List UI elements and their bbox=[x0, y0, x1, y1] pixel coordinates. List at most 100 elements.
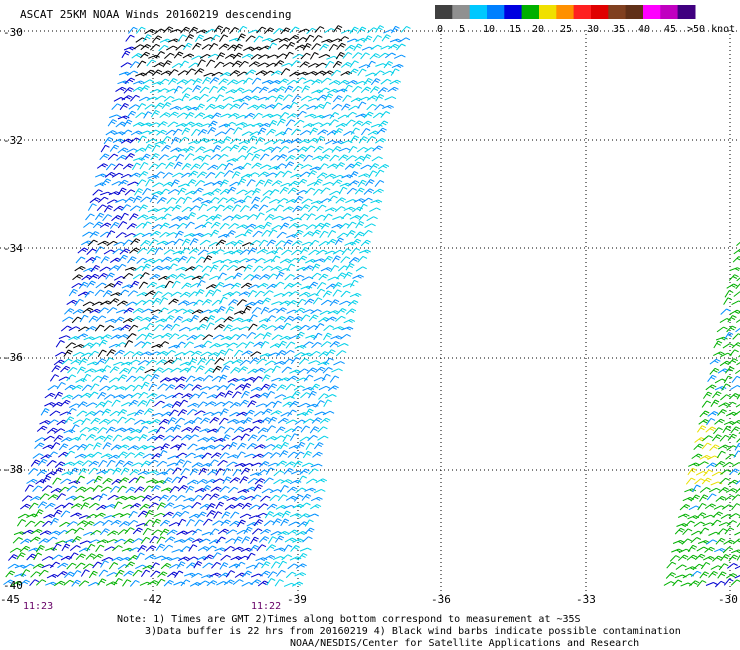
wind-barb bbox=[34, 442, 45, 449]
wind-barb bbox=[332, 326, 345, 331]
wind-barb bbox=[238, 291, 251, 297]
wind-barb bbox=[263, 520, 275, 527]
wind-barb bbox=[70, 359, 82, 365]
wind-barb bbox=[324, 173, 336, 179]
wind-barb bbox=[185, 111, 195, 120]
wind-barb bbox=[124, 266, 137, 271]
wind-barb bbox=[8, 554, 18, 561]
wind-barb bbox=[125, 375, 137, 382]
wind-barb bbox=[167, 417, 177, 425]
wind-barb bbox=[247, 247, 257, 255]
wind-barb bbox=[243, 46, 255, 52]
wind-barb bbox=[231, 249, 243, 255]
wind-barb bbox=[304, 187, 316, 195]
wind-barb bbox=[730, 385, 740, 391]
wind-barb bbox=[258, 204, 269, 212]
wind-barb bbox=[322, 290, 333, 298]
wind-barb bbox=[102, 442, 112, 450]
wind-barb bbox=[322, 410, 335, 416]
wind-barb bbox=[275, 240, 286, 247]
wind-barb bbox=[166, 45, 178, 51]
wind-barb bbox=[155, 543, 166, 551]
wind-barb bbox=[280, 27, 291, 35]
lon-label-45: -45 bbox=[0, 593, 20, 606]
wind-barb bbox=[206, 580, 218, 587]
wind-barb bbox=[140, 536, 151, 544]
wind-barb bbox=[124, 527, 135, 534]
wind-barb bbox=[191, 384, 202, 391]
wind-barb bbox=[275, 163, 287, 170]
wind-barb bbox=[102, 519, 113, 526]
wind-barb bbox=[34, 520, 45, 527]
wind-barb bbox=[179, 60, 189, 68]
wind-barb bbox=[95, 315, 107, 322]
wind-barb bbox=[256, 324, 268, 331]
wind-barb bbox=[281, 249, 293, 256]
wind-barb bbox=[276, 118, 286, 126]
wind-barb bbox=[377, 87, 388, 94]
wind-barb bbox=[722, 425, 732, 434]
wind-barb bbox=[132, 351, 143, 357]
wind-barb bbox=[105, 426, 116, 434]
wind-barb bbox=[311, 263, 321, 272]
wind-barb bbox=[357, 179, 367, 188]
legend-swatch bbox=[452, 5, 471, 19]
wind-barb bbox=[191, 309, 204, 315]
wind-barb bbox=[369, 207, 381, 213]
wind-barb bbox=[236, 451, 246, 459]
wind-barb bbox=[252, 187, 261, 196]
wind-barb bbox=[294, 572, 307, 577]
wind-barb bbox=[188, 544, 198, 552]
wind-barb bbox=[231, 171, 241, 179]
wind-barb bbox=[239, 399, 249, 407]
wind-barb bbox=[110, 444, 122, 451]
wind-barb bbox=[127, 445, 139, 451]
wind-barb bbox=[173, 504, 185, 509]
wind-barb bbox=[22, 529, 35, 535]
wind-barb bbox=[254, 478, 266, 485]
wind-barb bbox=[332, 179, 343, 186]
time-label-2: 11:22 bbox=[251, 601, 282, 612]
wind-barb bbox=[354, 231, 365, 239]
wind-barb bbox=[279, 485, 289, 493]
wind-barb bbox=[5, 570, 16, 578]
wind-barb bbox=[53, 359, 65, 366]
wind-barb bbox=[129, 579, 140, 587]
wind-barb bbox=[154, 400, 165, 407]
wind-barb bbox=[360, 86, 372, 94]
wind-barb bbox=[340, 140, 353, 145]
wind-barb bbox=[132, 527, 143, 535]
wind-barb bbox=[253, 484, 263, 492]
wind-barb bbox=[103, 205, 113, 213]
wind-barb bbox=[76, 410, 88, 417]
lon-label-33: -33 bbox=[576, 593, 596, 606]
wind-barb bbox=[176, 561, 186, 569]
wind-barb bbox=[352, 52, 363, 59]
wind-barb bbox=[315, 288, 326, 296]
wind-barb bbox=[360, 128, 371, 136]
wind-barb bbox=[129, 137, 141, 144]
wind-barb bbox=[170, 291, 182, 297]
wind-barb bbox=[201, 485, 212, 493]
wind-barb bbox=[735, 283, 740, 290]
wind-barb bbox=[200, 351, 212, 357]
wind-barb bbox=[176, 222, 188, 230]
legend-swatch bbox=[573, 5, 592, 19]
wind-barb bbox=[232, 546, 244, 552]
wind-barb bbox=[311, 417, 322, 424]
wind-barb bbox=[333, 127, 344, 136]
wind-barb bbox=[155, 359, 167, 365]
wind-barb bbox=[81, 384, 92, 392]
wind-barb bbox=[115, 459, 125, 467]
wind-barb bbox=[144, 322, 155, 331]
wind-barb bbox=[162, 324, 173, 331]
wind-barb bbox=[40, 408, 50, 416]
wind-barb bbox=[242, 417, 253, 425]
wind-barb bbox=[161, 367, 173, 374]
wind-barb bbox=[205, 59, 216, 67]
wind-barb bbox=[722, 546, 734, 554]
wind-barb bbox=[245, 564, 258, 569]
wind-barb bbox=[210, 34, 221, 42]
wind-barb bbox=[135, 37, 147, 43]
wind-barb bbox=[60, 399, 71, 407]
